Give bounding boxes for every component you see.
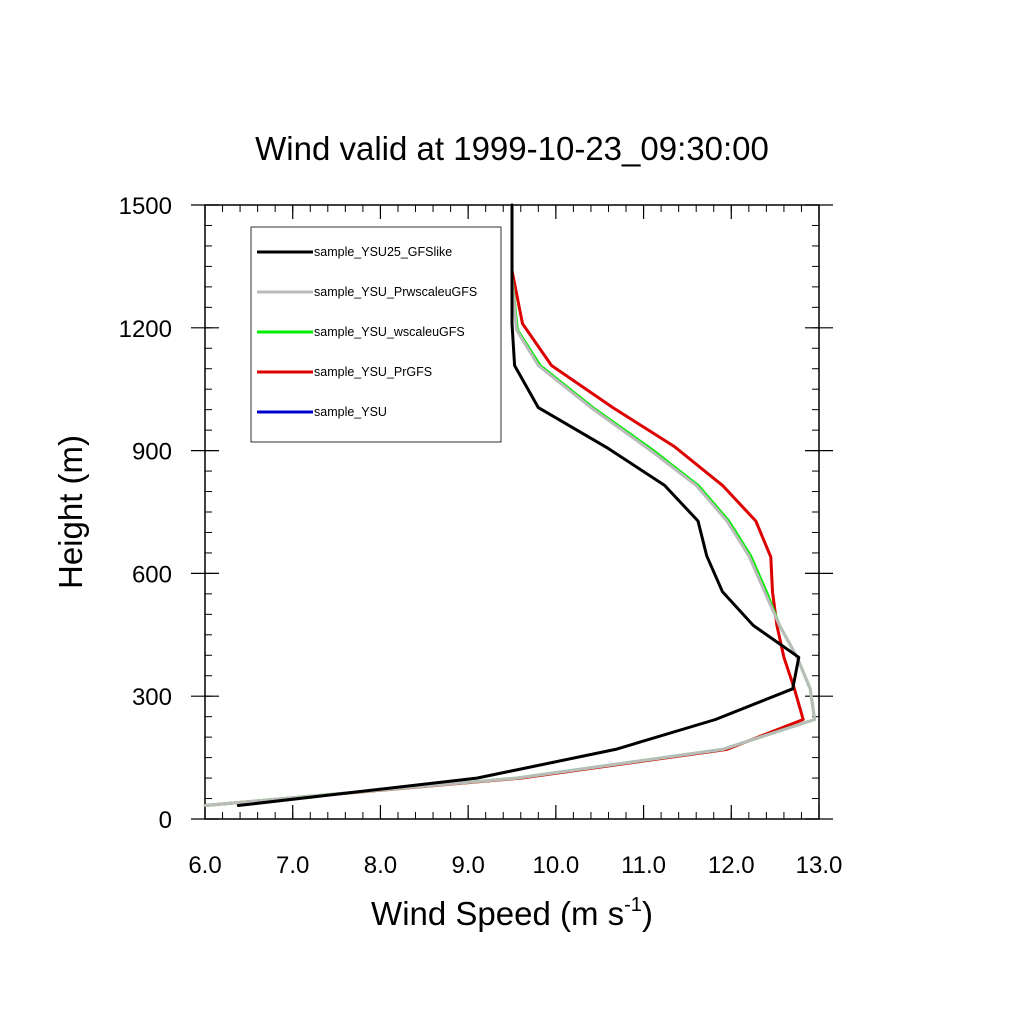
- x-axis-label-close: ): [642, 895, 653, 932]
- y-tick-label: 900: [132, 439, 172, 466]
- x-tick-label: 8.0: [364, 852, 397, 879]
- y-tick-label: 1200: [119, 316, 172, 343]
- legend-label: sample_YSU_wscaleuGFS: [314, 325, 465, 339]
- x-axis-label-sup: -1: [624, 894, 642, 916]
- series-line-sample-ysu-prwscaleugfs: [203, 203, 817, 807]
- series-line-sample-ysu-prgfs: [203, 203, 805, 807]
- y-axis-ticks: 0 300 600 900 1200 1500: [119, 193, 833, 834]
- legend: sample_YSU25_GFSlike sample_YSU_Prwscaleu…: [250, 226, 502, 443]
- y-tick-label: 0: [159, 807, 172, 834]
- x-tick-label: 13.0: [796, 852, 843, 879]
- x-axis-ticks: 6.0 7.0 8.0 9.0 10.0 11.0 12.0 13.0: [188, 205, 842, 879]
- x-tick-label: 12.0: [708, 852, 755, 879]
- x-tick-label: 9.0: [451, 852, 484, 879]
- x-tick-label: 10.0: [532, 852, 579, 879]
- legend-label: sample_YSU25_GFSlike: [314, 245, 452, 259]
- y-tick-label: 1500: [119, 193, 172, 220]
- legend-box: [250, 226, 502, 443]
- chart-title: Wind valid at 1999-10-23_09:30:00: [255, 130, 769, 167]
- x-tick-label: 6.0: [188, 852, 221, 879]
- x-axis-label: Wind Speed (m s-1): [371, 894, 653, 932]
- legend-label: sample_YSU_PrGFS: [314, 365, 432, 379]
- legend-label: sample_YSU: [314, 405, 387, 419]
- y-tick-label: 600: [132, 561, 172, 588]
- x-tick-label: 11.0: [621, 852, 666, 879]
- x-axis-label-main: Wind Speed (m s: [371, 895, 624, 932]
- y-axis-label: Height (m): [52, 435, 89, 589]
- series-layer: [203, 203, 817, 807]
- series-line-sample-ysu25-gfslike: [236, 203, 801, 807]
- y-tick-label: 300: [132, 684, 172, 711]
- legend-label: sample_YSU_PrwscaleuGFS: [314, 285, 477, 299]
- x-tick-label: 7.0: [276, 852, 309, 879]
